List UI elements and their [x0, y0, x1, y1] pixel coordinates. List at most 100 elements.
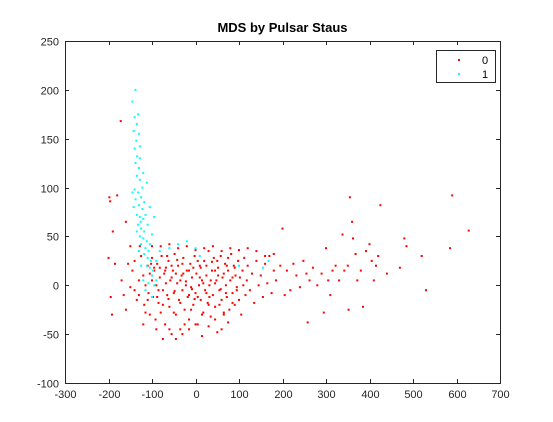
point-series-0-261 — [167, 298, 170, 300]
point-series-0-165 — [370, 259, 373, 262]
point-series-0-243 — [196, 259, 199, 262]
point-series-1-1 — [134, 88, 137, 91]
point-series-0-136 — [295, 274, 298, 277]
point-series-0-69 — [195, 272, 198, 275]
point-series-0-192 — [146, 298, 149, 301]
point-series-0-20 — [140, 255, 143, 257]
point-series-0-21 — [142, 274, 145, 277]
y-tick-label: 250 — [41, 37, 59, 49]
point-series-0-134 — [289, 289, 292, 292]
point-series-0-147 — [327, 279, 330, 282]
point-series-0-66 — [192, 303, 195, 306]
point-series-1-6 — [133, 147, 136, 150]
legend-box — [436, 50, 496, 83]
point-series-0-6 — [111, 313, 113, 316]
point-series-0-183 — [194, 323, 197, 326]
point-series-0-51 — [176, 282, 179, 285]
point-series-1-20 — [142, 217, 145, 220]
point-series-0-65 — [191, 276, 193, 279]
point-series-0-89 — [217, 266, 220, 269]
point-series-0-23 — [144, 284, 147, 287]
point-series-0-109 — [238, 276, 241, 279]
point-series-0-114 — [244, 294, 247, 297]
point-series-0-160 — [356, 279, 359, 282]
point-series-0-195 — [138, 245, 141, 248]
point-series-1-16 — [137, 204, 140, 207]
point-series-0-258 — [144, 311, 147, 314]
point-series-0-152 — [341, 233, 344, 236]
point-series-1-7 — [136, 155, 139, 158]
point-series-1-27 — [140, 243, 143, 246]
y-axis: -100 -50 0 50 100 150 200 250 — [37, 37, 500, 391]
point-series-1-46 — [131, 191, 134, 194]
point-series-0-209 — [264, 255, 267, 257]
point-series-0-137 — [298, 286, 301, 289]
point-series-0-105 — [234, 274, 237, 277]
x-tick-label: 500 — [404, 389, 422, 401]
point-series-1-62 — [142, 171, 145, 174]
point-series-1-50 — [137, 132, 140, 135]
point-series-0-129 — [275, 279, 277, 282]
point-series-0-14 — [127, 262, 130, 265]
point-series-1-25 — [142, 237, 145, 240]
point-series-1-48 — [143, 201, 146, 204]
point-series-0-238 — [153, 266, 156, 269]
point-series-0-153 — [343, 269, 346, 272]
point-series-1-14 — [140, 196, 143, 199]
point-series-1-11 — [138, 178, 141, 181]
point-series-0-190 — [161, 338, 164, 340]
point-series-0-10 — [122, 294, 125, 297]
point-series-0-240 — [170, 264, 173, 267]
point-series-0-72 — [198, 264, 201, 267]
point-series-0-222 — [190, 308, 193, 311]
point-series-0-41 — [164, 266, 167, 269]
point-series-1-56 — [158, 250, 161, 253]
point-series-0-8 — [119, 120, 122, 123]
x-tick-label: 100 — [230, 389, 248, 401]
point-series-0-164 — [368, 243, 371, 246]
point-series-0-182 — [188, 328, 190, 331]
point-series-0-48 — [172, 292, 175, 295]
x-tick-label: 0 — [193, 389, 199, 401]
y-tick-label: 200 — [41, 86, 59, 98]
point-series-0-92 — [220, 298, 223, 301]
point-series-0-9 — [120, 279, 123, 282]
point-series-0-262 — [176, 258, 179, 261]
point-series-0-99 — [228, 308, 231, 311]
point-series-0-121 — [257, 284, 260, 287]
point-series-1-52 — [146, 223, 149, 226]
point-series-0-28 — [151, 256, 153, 259]
point-series-0-62 — [188, 318, 190, 321]
point-series-1-45 — [132, 206, 135, 209]
point-series-0-17 — [135, 298, 138, 301]
point-series-0-93 — [221, 276, 224, 279]
point-series-1-67 — [168, 247, 171, 250]
point-series-0-58 — [183, 308, 186, 311]
point-series-0-142 — [311, 266, 314, 269]
point-series-0-75 — [202, 311, 205, 314]
point-series-0-38 — [161, 289, 164, 292]
point-series-0-263 — [184, 280, 187, 283]
point-series-1-49 — [138, 145, 141, 148]
point-series-0-206 — [238, 249, 240, 252]
point-series-0-247 — [231, 276, 234, 279]
point-series-0-33 — [156, 262, 159, 265]
point-series-0-57 — [182, 256, 185, 259]
point-series-0-13 — [124, 308, 127, 311]
point-series-0-168 — [377, 255, 380, 257]
point-series-1-57 — [153, 215, 156, 218]
point-series-0-101 — [230, 253, 233, 255]
point-series-0-172 — [403, 237, 406, 240]
point-series-1-32 — [150, 259, 153, 262]
point-series-0-245 — [214, 269, 217, 272]
point-series-0-120 — [255, 259, 258, 262]
point-series-0-231 — [183, 323, 186, 326]
point-series-1-17 — [141, 208, 144, 211]
point-series-0-139 — [305, 272, 308, 275]
point-series-0-207 — [246, 247, 249, 250]
point-series-0-176 — [449, 247, 451, 250]
point-series-0-255 — [208, 296, 211, 298]
point-series-0-132 — [283, 294, 286, 297]
point-series-0-61 — [186, 296, 189, 298]
point-series-0-15 — [131, 269, 134, 272]
